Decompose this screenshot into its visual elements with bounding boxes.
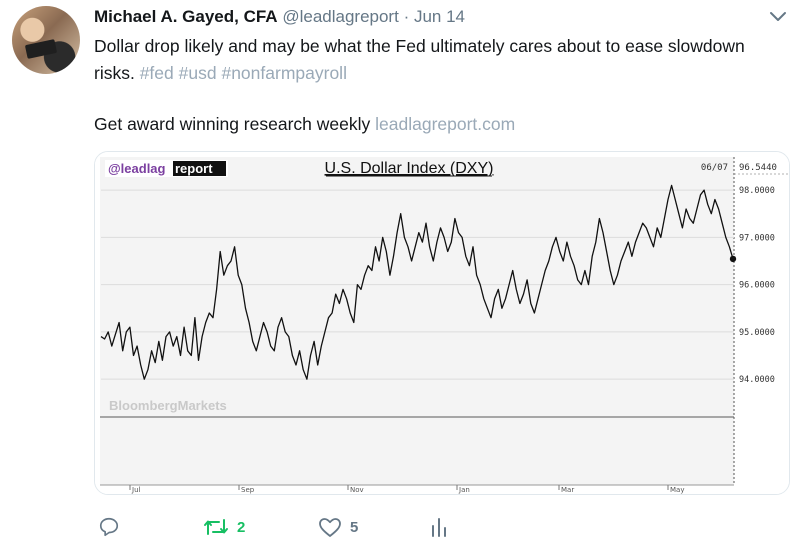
hashtag-fed[interactable]: #fed (139, 63, 174, 83)
x-tick-label: Mar (561, 486, 574, 494)
chart-logo-prefix: @leadlag (108, 161, 166, 176)
y-tick-label: 95.0000 (739, 328, 775, 338)
y-tick-label: 96.0000 (739, 281, 775, 291)
reply-button[interactable] (98, 516, 120, 538)
separator: · (403, 7, 410, 26)
dxy-chart: 98.0000 97.0000 96.0000 95.0000 94.0000 Jul S… (95, 152, 789, 494)
chevron-down-icon[interactable] (769, 10, 787, 24)
y-tick-label: 94.0000 (739, 375, 775, 385)
tweet-promo-line: Get award winning research weekly leadla… (94, 114, 515, 135)
author-handle[interactable]: @leadlagreport (282, 7, 399, 26)
last-point-marker (729, 255, 737, 263)
hashtag-nonfarmpayroll[interactable]: #nonfarmpayroll (221, 63, 347, 83)
x-tick-label: Sep (241, 486, 255, 494)
chart-logo-box: report (175, 161, 213, 176)
tweet-actions: 2 5 (0, 512, 798, 548)
y-tick-label: 98.0000 (739, 186, 775, 196)
x-tick-label: May (670, 486, 684, 494)
promo-text: Get award winning research weekly (94, 114, 371, 134)
tweet-date[interactable]: Jun 14 (413, 7, 466, 26)
tweet-text: Dollar drop likely and may be what the F… (94, 33, 784, 87)
x-tick-label: Jul (131, 486, 141, 494)
like-count: 5 (350, 518, 359, 536)
tweet-body: Dollar drop likely and may be what the F… (94, 36, 745, 83)
retweet-count: 2 (237, 518, 246, 536)
promo-link[interactable]: leadlagreport.com (375, 114, 516, 134)
retweet-icon (204, 519, 228, 535)
hashtag-usd[interactable]: #usd (178, 63, 217, 83)
reply-icon (99, 517, 119, 537)
dxy-series-line (100, 184, 734, 380)
tweet-header: Michael A. Gayed, CFA @leadlagreport · J… (94, 7, 465, 27)
chart-watermark: BloombergMarkets (109, 398, 227, 413)
avatar[interactable] (12, 6, 80, 74)
chart-last-value: 96.5440 (739, 163, 777, 173)
retweet-button[interactable]: 2 (203, 516, 245, 538)
chart-image[interactable]: 98.0000 97.0000 96.0000 95.0000 94.0000 Jul S… (94, 151, 790, 495)
analytics-button[interactable] (430, 516, 448, 538)
x-tick-label: Nov (350, 486, 364, 494)
chart-title: U.S. Dollar Index (DXY) (325, 160, 494, 177)
analytics-icon (432, 518, 446, 537)
y-tick-label: 97.0000 (739, 233, 775, 243)
like-button[interactable]: 5 (318, 516, 358, 538)
heart-icon (319, 518, 341, 537)
x-tick-label: Jan (458, 486, 470, 494)
author-name[interactable]: Michael A. Gayed, CFA (94, 7, 278, 26)
chart-last-date: 06/07 (701, 163, 728, 173)
